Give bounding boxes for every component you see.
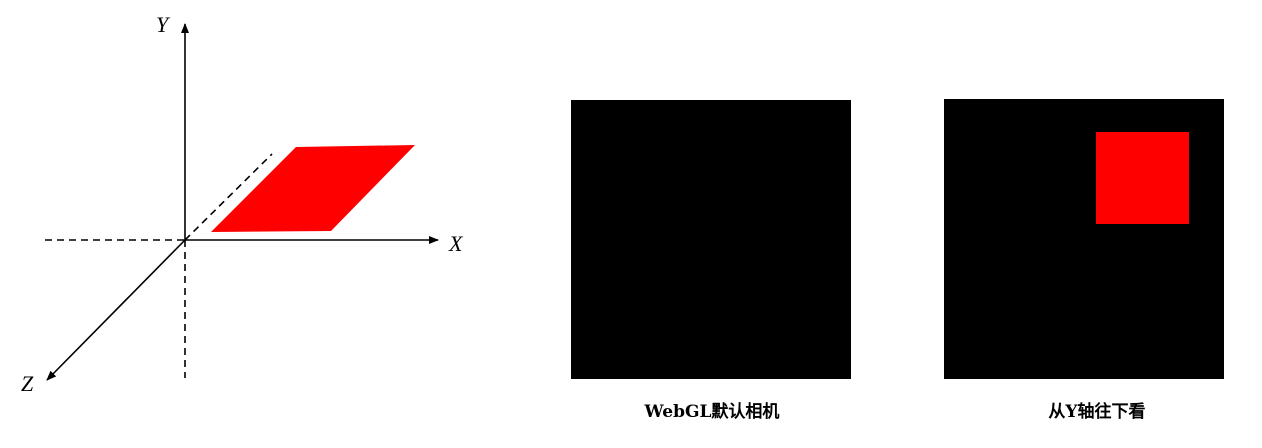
view-default-camera: WebGL默认相机 bbox=[571, 100, 851, 422]
y-axis-label: Y bbox=[156, 12, 171, 37]
z-axis-label: Z bbox=[21, 371, 34, 396]
x-axis-label: X bbox=[448, 231, 464, 256]
view-default-camera-caption: WebGL默认相机 bbox=[644, 401, 780, 422]
z-axis-negative bbox=[184, 153, 273, 241]
z-axis bbox=[46, 239, 186, 381]
view-top-down: 从Y轴往下看 bbox=[944, 99, 1224, 422]
view-default-camera-canvas bbox=[571, 100, 851, 379]
red-plane bbox=[211, 145, 415, 232]
axes-3d: Y X Z bbox=[21, 12, 464, 396]
view-top-down-caption: 从Y轴往下看 bbox=[1048, 401, 1145, 422]
view-top-down-red-square bbox=[1096, 132, 1189, 224]
